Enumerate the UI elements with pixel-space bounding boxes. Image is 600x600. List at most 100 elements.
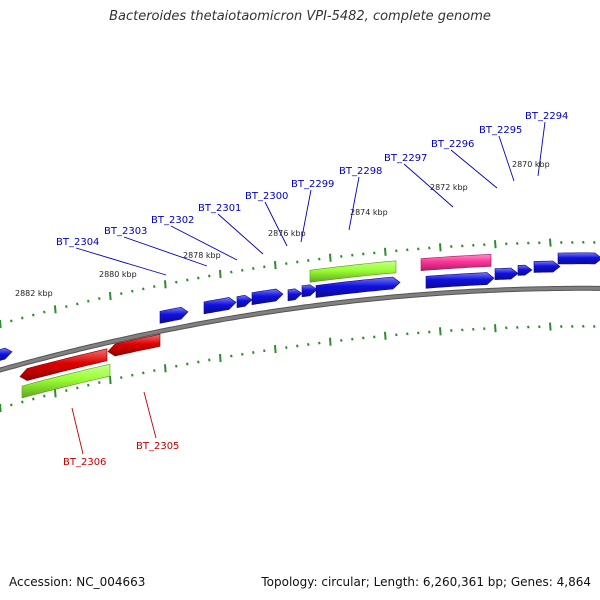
inner-tick-mark <box>197 360 200 364</box>
inner-tick-mark <box>384 331 387 340</box>
outer-tick-mark <box>439 243 442 252</box>
gene-label-bt-2296: BT_2296 <box>431 139 474 150</box>
genome-backbone <box>0 285 600 373</box>
outer-tick-mark <box>406 248 409 252</box>
outer-tick-mark <box>461 244 464 248</box>
forward-gene-arrow <box>557 252 600 265</box>
inner-tick-mark <box>318 341 321 345</box>
outer-tick-mark <box>175 280 178 284</box>
inner-tick-mark <box>0 403 2 413</box>
scale-label: 2870 kbp <box>512 160 550 169</box>
inner-tick-mark <box>505 326 508 330</box>
inner-tick-mark <box>175 364 178 368</box>
inner-tick-mark <box>549 322 552 331</box>
rna-feature <box>420 254 492 272</box>
outer-tick-mark <box>109 292 112 301</box>
inner-tick-mark <box>395 333 398 337</box>
outer-tick-mark <box>593 240 596 244</box>
leader-line <box>537 121 546 177</box>
leader-line <box>348 176 360 231</box>
outer-tick-mark <box>318 257 321 261</box>
outer-tick-mark <box>263 265 266 269</box>
outer-tick-mark <box>230 270 233 274</box>
leader-line <box>75 247 167 276</box>
forward-gene-arrow <box>315 276 401 298</box>
leader-line <box>170 225 238 261</box>
inner-tick-mark <box>439 327 442 336</box>
inner-tick-mark <box>373 335 376 339</box>
forward-gene-arrow <box>0 347 13 361</box>
outer-tick-mark <box>472 243 475 247</box>
forward-gene-arrow <box>533 260 561 273</box>
outer-tick-mark <box>582 240 585 244</box>
gene-label-bt-2304: BT_2304 <box>56 237 99 248</box>
outer-tick-mark <box>340 254 343 258</box>
inner-tick-mark <box>274 345 277 354</box>
inner-tick-mark <box>164 364 167 373</box>
outer-tick-mark <box>153 285 156 289</box>
outer-tick-mark <box>120 292 123 296</box>
outer-tick-mark <box>98 297 101 301</box>
outer-tick-mark <box>373 251 376 255</box>
outer-tick-mark <box>483 243 486 247</box>
scale-label: 2876 kbp <box>268 229 306 238</box>
outer-tick-mark <box>219 269 222 279</box>
outer-tick-mark <box>384 247 387 256</box>
inner-tick-mark <box>593 324 596 328</box>
inner-tick-mark <box>494 324 497 333</box>
inner-tick-mark <box>153 369 156 373</box>
outer-tick-mark <box>549 238 552 247</box>
label-leader-lines <box>71 121 546 455</box>
inner-tick-mark <box>362 336 365 340</box>
outer-tick-mark <box>417 247 420 251</box>
forward-gene-arrow <box>517 264 533 276</box>
outer-tick-mark <box>527 241 530 245</box>
inner-tick-mark <box>428 330 431 334</box>
reverse-gene-arrow <box>19 348 108 381</box>
gene-label-bt-2306: BT_2306 <box>63 457 106 468</box>
forward-gene-arrow <box>203 297 237 315</box>
outer-tick-mark <box>0 319 2 329</box>
outer-tick-mark <box>186 278 189 282</box>
outer-tick-mark <box>560 241 563 244</box>
outer-tick-mark <box>65 305 68 309</box>
gene-label-bt-2305: BT_2305 <box>136 441 179 452</box>
gene-label-bt-2299: BT_2299 <box>291 179 334 190</box>
outer-tick-mark <box>87 299 90 303</box>
outer-tick-mark <box>538 241 541 245</box>
backbone-line <box>0 286 600 372</box>
inner-tick-mark <box>351 337 354 341</box>
outer-tick-mark <box>307 259 310 262</box>
scale-label: 2872 kbp <box>430 183 468 192</box>
inner-tick-mark <box>54 389 57 398</box>
outer-tick-mark <box>428 246 431 250</box>
leader-line <box>123 236 208 267</box>
inner-tick-mark <box>538 325 541 329</box>
gene-label-bt-2300: BT_2300 <box>245 191 288 202</box>
inner-tick-mark <box>32 397 35 401</box>
inner-tick-mark <box>406 332 409 336</box>
inner-tick-mark <box>109 376 112 385</box>
outer-tick-mark <box>505 242 508 246</box>
inner-tick-mark <box>461 328 464 332</box>
inner-tick-mark <box>582 324 585 328</box>
forward-gene-arrow <box>251 288 284 306</box>
outer-tick-mark <box>241 268 244 272</box>
inner-tick-mark <box>516 325 519 329</box>
inner-tick-mark <box>120 376 123 380</box>
gene-label-bt-2301: BT_2301 <box>198 203 241 214</box>
outer-tick-mark <box>76 302 79 306</box>
inner-tick-mark <box>340 338 343 342</box>
outer-tick-mark <box>54 305 57 314</box>
inner-tick-mark <box>472 327 475 331</box>
inner-tick-mark <box>450 329 453 332</box>
inner-tick-mark <box>10 403 13 407</box>
inner-tick-mark <box>142 371 145 375</box>
outer-tick-mark <box>21 316 24 320</box>
outer-tick-mark <box>362 252 365 256</box>
outer-tick-mark <box>32 313 35 317</box>
outer-tick-mark <box>274 261 277 270</box>
inner-tick-mark <box>263 349 266 353</box>
